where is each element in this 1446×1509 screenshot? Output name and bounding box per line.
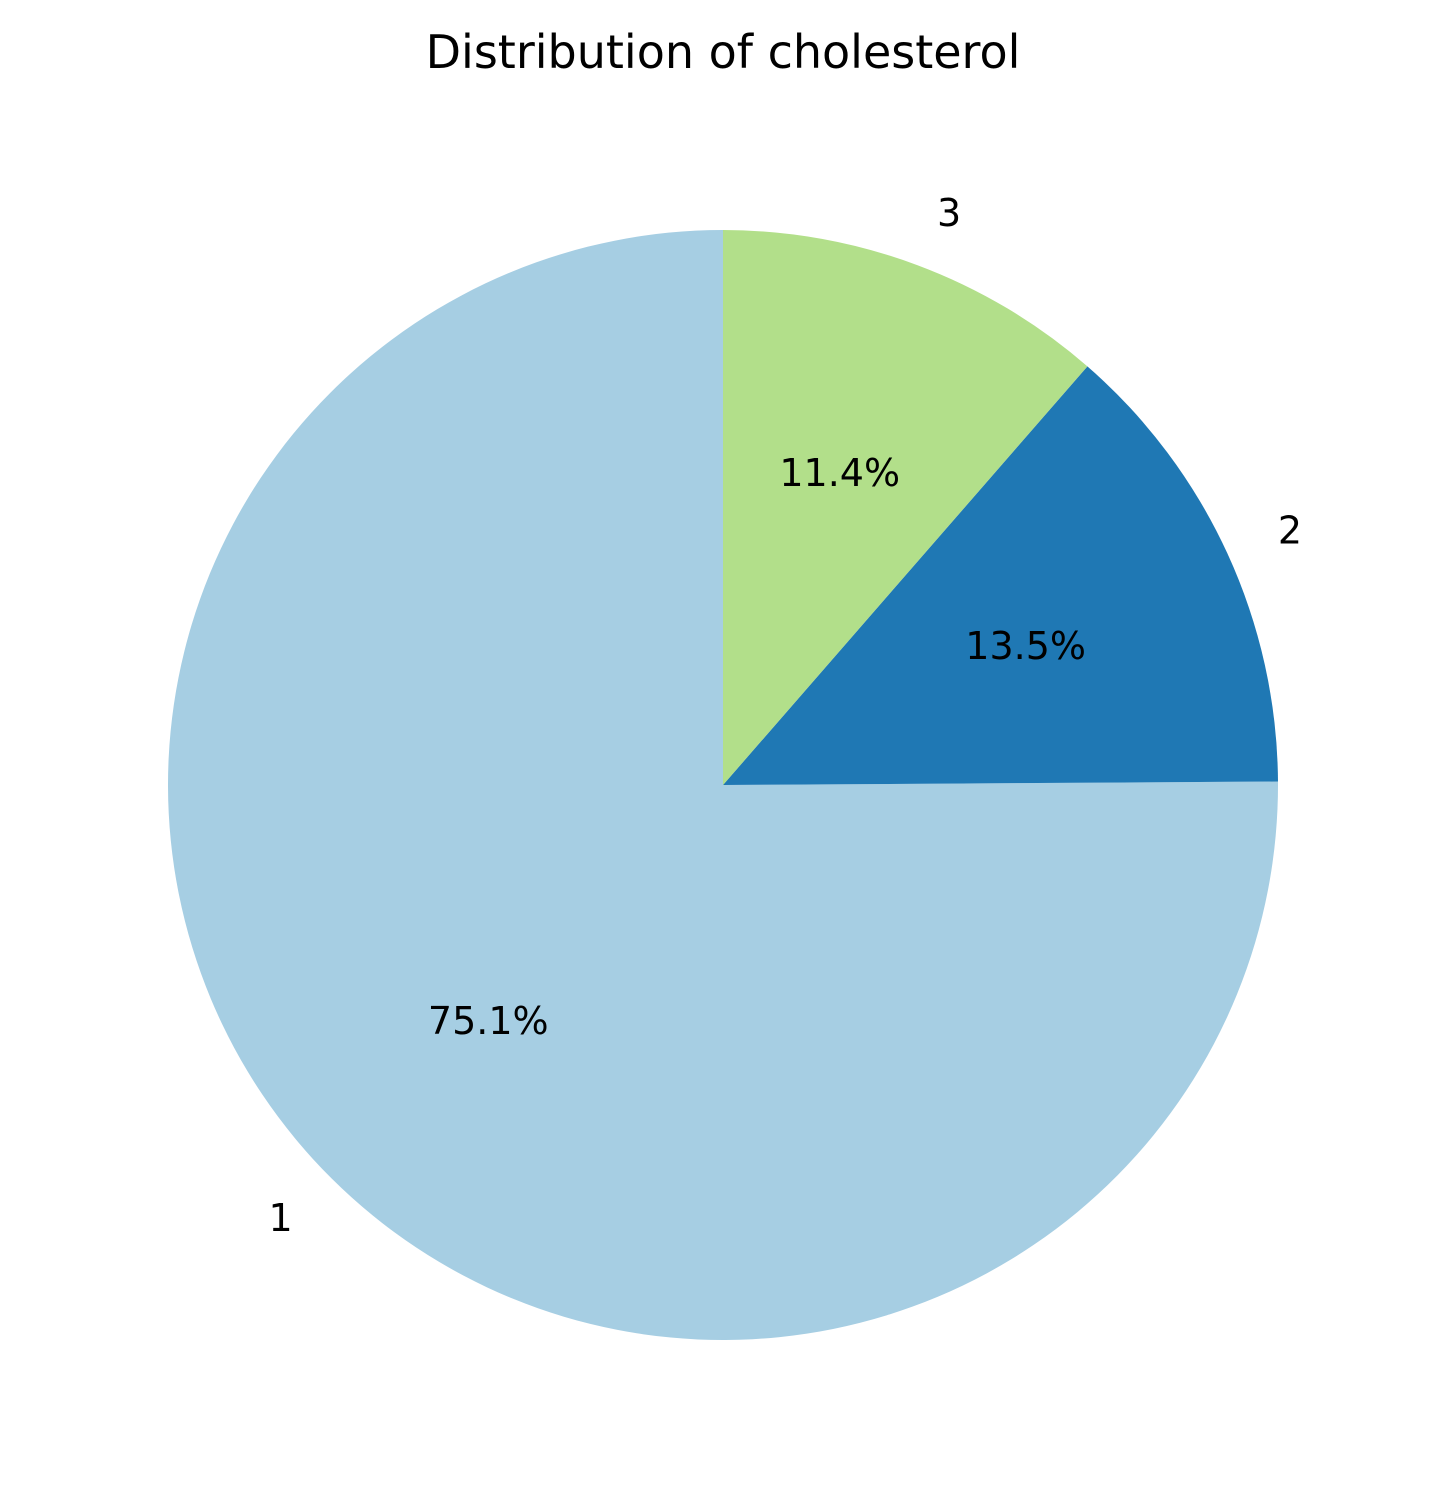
pie-labels: 1 75.1% 2 13.5% 3 11.4% (268, 191, 1302, 1240)
slice-label-1: 1 (268, 1196, 292, 1240)
pct-label-3: 11.4% (779, 451, 900, 495)
chart-title: Distribution of cholesterol (426, 25, 1021, 79)
slice-label-3: 3 (937, 191, 961, 235)
pie-slice-3 (723, 230, 1088, 785)
slice-label-2: 2 (1278, 508, 1302, 552)
pie-slices (167, 230, 1278, 1340)
pie-slice-2 (723, 366, 1278, 785)
pct-label-1: 75.1% (428, 999, 549, 1043)
pct-label-2: 13.5% (965, 624, 1086, 668)
